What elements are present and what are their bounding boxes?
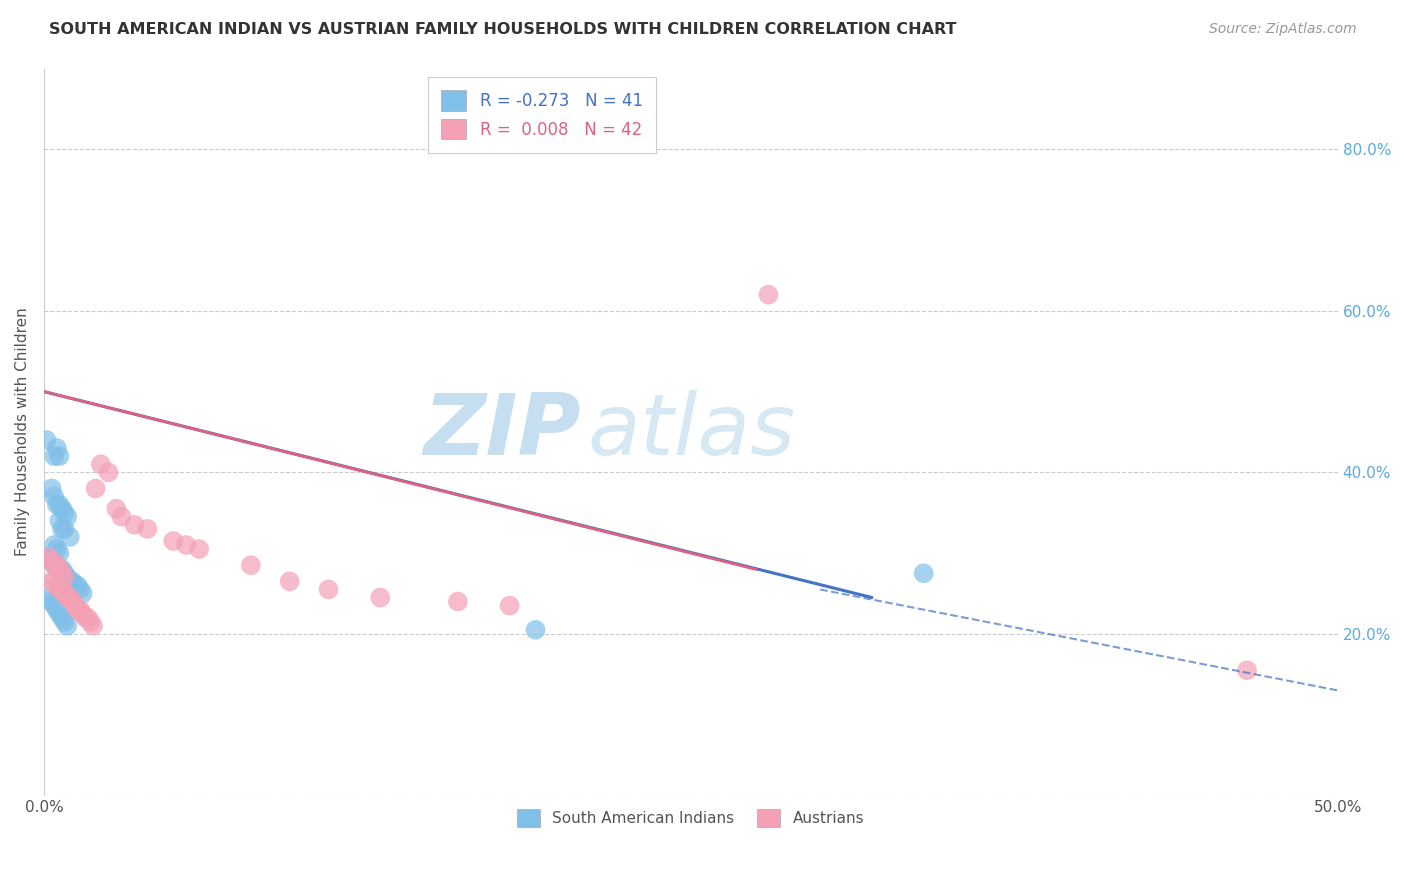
Point [45,558,67,573]
Point [53,615,76,629]
Point [45,558,67,573]
Point [48,582,70,597]
Point [51,522,73,536]
Point [45,498,67,512]
Point [48,514,70,528]
Point [66,578,89,592]
Point [97,466,120,480]
Point [59,591,82,605]
Y-axis label: Family Households with Children: Family Households with Children [15,308,30,557]
Point [51,562,73,576]
Point [136,522,159,536]
Point [368,591,391,605]
Point [82,619,104,633]
Point [77,611,100,625]
Point [524,623,547,637]
Point [44,538,66,552]
Point [90,457,112,471]
Point [53,506,76,520]
Point [41,594,63,608]
Point [69,582,91,597]
Point [38,550,60,565]
Point [105,501,128,516]
Text: ZIP: ZIP [423,391,581,474]
Point [174,538,197,552]
Point [447,594,470,608]
Legend: South American Indians, Austrians: South American Indians, Austrians [509,801,872,835]
Point [44,558,66,573]
Point [51,566,73,581]
Point [278,574,301,589]
Point [239,558,262,573]
Point [38,550,60,565]
Text: SOUTH AMERICAN INDIAN VS AUSTRIAN FAMILY HOUSEHOLDS WITH CHILDREN CORRELATION CH: SOUTH AMERICAN INDIAN VS AUSTRIAN FAMILY… [49,22,956,37]
Point [44,558,66,573]
Point [110,509,132,524]
Point [59,574,82,589]
Point [48,607,70,621]
Point [53,570,76,584]
Text: Source: ZipAtlas.com: Source: ZipAtlas.com [1209,22,1357,37]
Point [44,449,66,463]
Point [66,602,89,616]
Point [758,287,780,301]
Point [318,582,340,597]
Point [162,533,184,548]
Point [41,554,63,568]
Point [53,586,76,600]
Point [72,586,94,600]
Point [498,599,520,613]
Point [1236,663,1258,677]
Point [60,594,83,608]
Point [124,517,146,532]
Point [69,602,91,616]
Point [48,498,70,512]
Point [79,615,101,629]
Point [48,546,70,560]
Point [35,433,58,447]
Point [53,566,76,581]
Point [44,574,66,589]
Point [41,482,63,496]
Point [56,591,79,605]
Point [56,570,79,584]
Point [188,542,211,557]
Point [72,607,94,621]
Point [45,542,67,557]
Point [84,482,107,496]
Point [56,619,79,633]
Point [44,490,66,504]
Text: atlas: atlas [588,391,796,474]
Point [48,562,70,576]
Point [41,554,63,568]
Point [60,574,83,589]
Point [45,602,67,616]
Point [75,611,97,625]
Point [44,599,66,613]
Point [53,522,76,536]
Point [56,509,79,524]
Point [63,578,86,592]
Point [41,574,63,589]
Point [45,578,67,592]
Point [45,441,67,455]
Point [51,582,73,597]
Point [38,591,60,605]
Point [59,530,82,544]
Point [63,599,86,613]
Point [51,501,73,516]
Point [48,449,70,463]
Point [912,566,935,581]
Point [51,611,73,625]
